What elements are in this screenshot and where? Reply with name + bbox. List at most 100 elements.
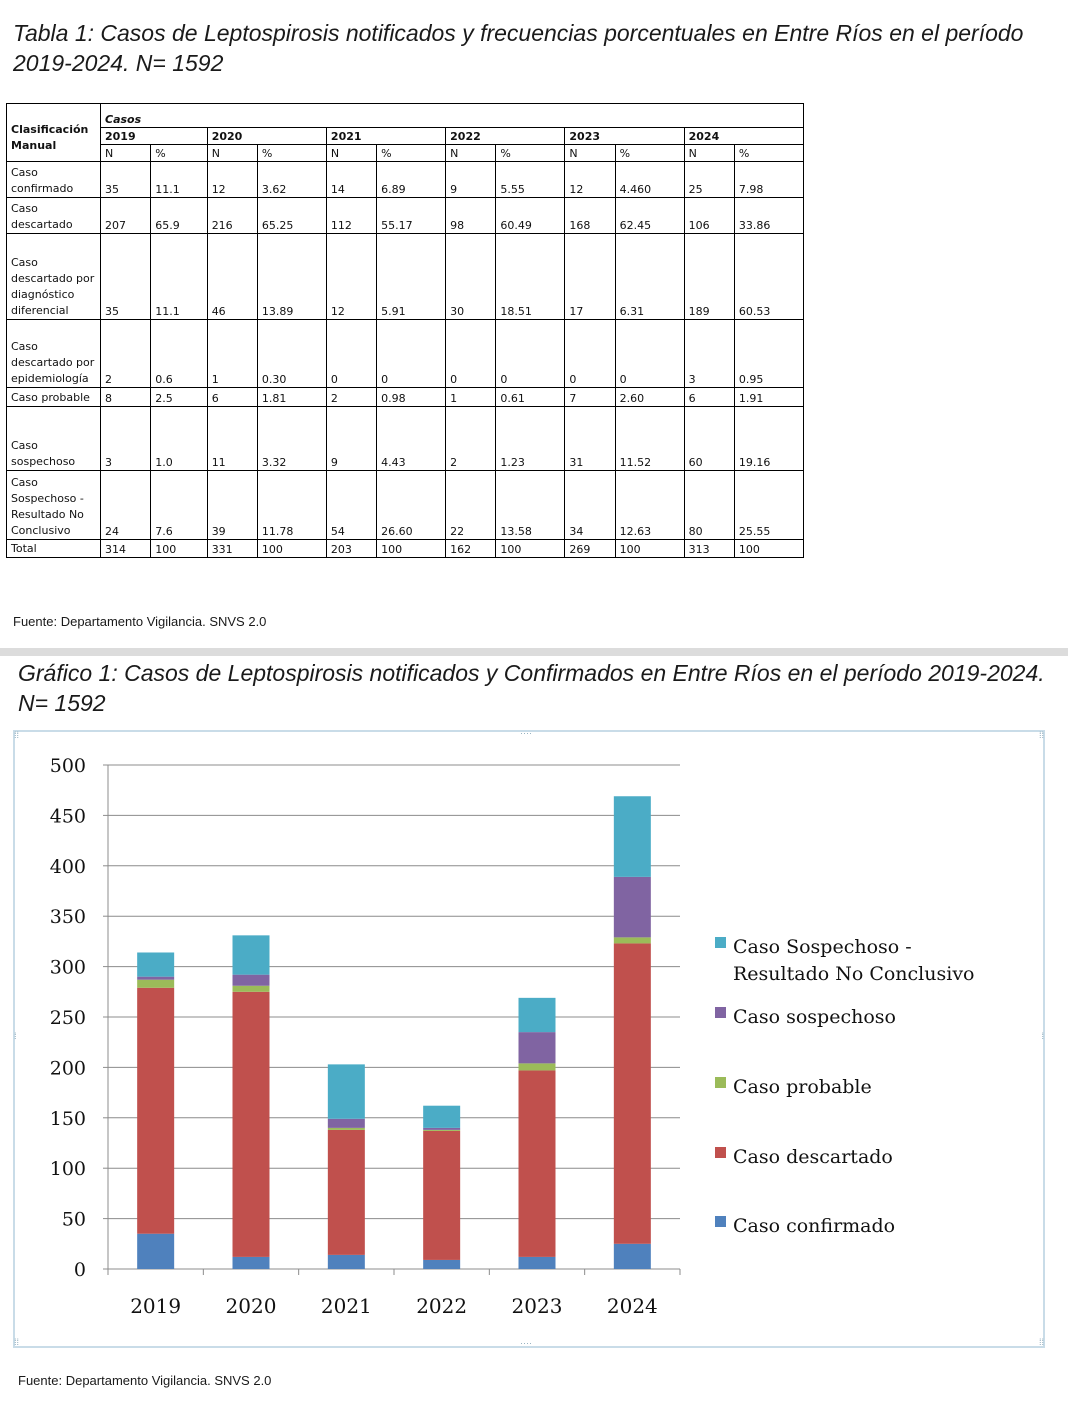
table-cell: 11 <box>206 406 258 471</box>
table-cell: 207 <box>99 197 152 234</box>
table-header-n: N <box>206 144 258 162</box>
bar-segment <box>518 1063 556 1071</box>
table-cell: 6.31 <box>614 233 685 320</box>
y-tick-label: 250 <box>50 1007 86 1029</box>
table-header-cases: Casos <box>100 103 804 128</box>
table-row: Caso probable 8 2.5 6 1.81 2 0.98 1 0.61 7 2.60 6 1.… <box>6 387 805 407</box>
resize-handle-top-right[interactable]: ⁞⁞ <box>1038 730 1044 740</box>
table-cell: 9 <box>325 406 378 471</box>
table-cell: 11.78 <box>256 470 327 540</box>
table-cell: 313 <box>683 539 735 558</box>
legend-label: Caso Sospechoso -Resultado No Conclusivo <box>733 936 975 985</box>
table-cell: 19.16 <box>733 406 805 471</box>
bar-segment <box>423 1105 461 1128</box>
table-cell: 2 <box>99 319 152 388</box>
bar-segment <box>137 976 175 980</box>
table-cell: 8 <box>99 387 152 407</box>
resize-handle-right[interactable]: ⁞ <box>1041 1031 1044 1041</box>
y-tick-label: 450 <box>50 805 86 827</box>
table-cell: 0 <box>325 319 378 388</box>
table-cell: 2 <box>325 387 378 407</box>
bar-segment <box>613 796 651 877</box>
table-row-label: Caso sospechoso <box>6 406 101 471</box>
table-cell: 2 <box>445 406 497 471</box>
table-cell: 12.63 <box>614 470 685 540</box>
resize-handle-top-left[interactable]: ⁞⁞ <box>14 730 20 740</box>
table-header-pct: % <box>256 144 327 162</box>
x-tick-label: 2020 <box>226 1294 277 1318</box>
chart-frame[interactable]: ⁞⁞ ···· ⁞⁞ ⁞ ⁞ ⁞⁞ ···· ⁞⁞ 0 50 100 150 200 25… <box>13 728 1045 1348</box>
bar-segment <box>518 1256 556 1269</box>
y-tick-label: 50 <box>62 1209 86 1231</box>
table-cell: 216 <box>206 197 258 234</box>
bar-segment <box>518 997 556 1033</box>
resize-handle-left[interactable]: ⁞ <box>14 1031 17 1041</box>
table-cell: 60.53 <box>733 233 805 320</box>
table-header-pct: % <box>495 144 566 162</box>
chart-source: Fuente: Departamento Vigilancia. SNVS 2.… <box>18 1373 272 1388</box>
table-header-pct: % <box>733 144 805 162</box>
resize-handle-bottom-left[interactable]: ⁞⁞ <box>14 1337 20 1347</box>
resize-handle-bottom[interactable]: ···· <box>520 1338 532 1348</box>
table-cell: 6 <box>206 387 258 407</box>
table-header-pct: % <box>150 144 208 162</box>
chart-title: Gráfico 1: Casos de Leptospirosis notifi… <box>18 660 1045 716</box>
resize-handle-bottom-right[interactable]: ⁞⁞ <box>1038 1337 1044 1347</box>
bar-segment <box>518 1070 556 1257</box>
table-row: Caso descartado por diagnóstico diferenc… <box>6 233 805 320</box>
table-cell: 0.61 <box>495 387 566 407</box>
bar-segment <box>137 979 175 988</box>
table-cell: 60 <box>683 406 735 471</box>
table-cell: 168 <box>564 197 616 234</box>
table-row-label: Caso probable <box>6 387 101 407</box>
table-header-row-years: 2019 2020 2021 2022 2023 2024 <box>7 127 805 145</box>
table-header-year: 2023 <box>564 127 685 145</box>
table-source: Fuente: Departamento Vigilancia. SNVS 2.… <box>13 614 267 629</box>
bar-segment <box>327 1254 365 1269</box>
table-cell: 35 <box>99 161 152 198</box>
table-row-label: Caso descartado por diagnóstico diferenc… <box>6 233 101 320</box>
table-cell: 11.52 <box>614 406 685 471</box>
table-header-n: N <box>564 144 616 162</box>
table-row: Caso sospechoso 3 1.0 11 3.32 9 4.43 2 1.23 31 11.… <box>6 406 805 471</box>
table-cell: 13.89 <box>256 233 327 320</box>
table-cell: 80 <box>683 470 735 540</box>
bar-segment <box>327 1129 365 1255</box>
y-tick-label: 100 <box>50 1158 86 1180</box>
table-cell: 26.60 <box>376 470 447 540</box>
table-cell: 33.86 <box>733 197 805 234</box>
table-cell: 6 <box>683 387 735 407</box>
bar-segment <box>232 935 270 975</box>
table-cell: 39 <box>206 470 258 540</box>
table-cell: 7 <box>564 387 616 407</box>
table-cell: 0 <box>614 319 685 388</box>
table-header-pct: % <box>614 144 685 162</box>
table-row: Caso confirmado 35 11.1 12 3.62 14 6.89 9 5.55 12… <box>6 161 805 198</box>
table-cell: 60.49 <box>495 197 566 234</box>
bar-segment <box>613 937 651 944</box>
table-row-label: Total <box>6 539 101 558</box>
table-header-row-cases: Clasificación Manual Casos <box>6 103 804 162</box>
y-tick-label: 0 <box>74 1259 86 1281</box>
table-cell: 100 <box>376 539 447 558</box>
table-header-year: 2022 <box>445 127 566 145</box>
table-cell: 0.98 <box>376 387 447 407</box>
resize-handle-top[interactable]: ···· <box>520 728 532 738</box>
table-cell: 12 <box>206 161 258 198</box>
table-row: Caso descartado por epidemiología 2 0.6 1 0.… <box>6 319 805 388</box>
bar-segment <box>232 1256 270 1269</box>
y-tick-label: 400 <box>50 856 86 878</box>
table-cell: 24 <box>99 470 152 540</box>
table-cell: 3 <box>683 319 735 388</box>
bar-segment <box>423 1259 461 1269</box>
table-cell: 14 <box>325 161 378 198</box>
table-header-classification: Clasificación Manual <box>6 103 101 162</box>
table-header-year: 2019 <box>100 127 208 145</box>
table-cell: 0 <box>376 319 447 388</box>
bar-segment <box>423 1130 461 1260</box>
table-header-year: 2024 <box>683 127 805 145</box>
cases-table: Clasificación Manual Casos 2019 2020 2021 202… <box>6 103 805 558</box>
bar-segment <box>423 1127 461 1130</box>
table-cell: 100 <box>150 539 208 558</box>
table-cell: 12 <box>564 161 616 198</box>
